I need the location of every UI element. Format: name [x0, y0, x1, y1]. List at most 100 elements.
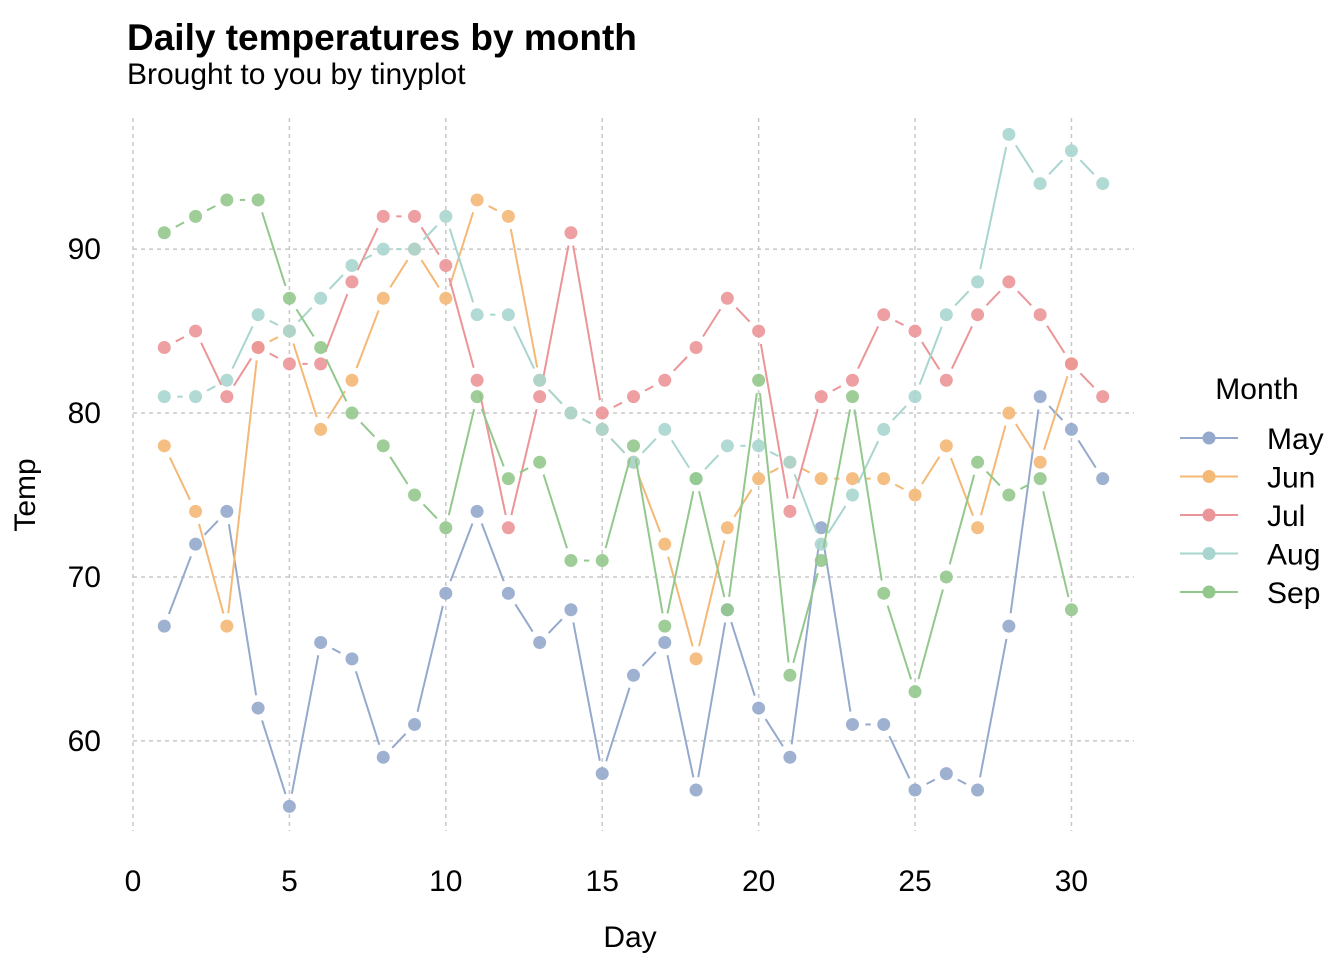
legend-marker [1202, 470, 1216, 483]
data-point [783, 455, 797, 469]
data-point [408, 209, 422, 223]
data-point [282, 291, 296, 305]
series-line-segment [857, 325, 880, 369]
data-point [877, 717, 891, 731]
data-point [845, 390, 859, 404]
series-line-segment [572, 245, 601, 401]
y-axis-ticks: 60 70 80 90 [68, 233, 101, 758]
data-point [939, 439, 953, 453]
data-point [282, 357, 296, 371]
series-line-segment [1009, 409, 1040, 614]
data-point [1064, 603, 1078, 617]
data-point [971, 783, 985, 797]
series-line-segment [290, 655, 320, 794]
data-point [1064, 422, 1078, 436]
series-line-segment [957, 778, 967, 785]
data-point [1033, 308, 1047, 322]
series-line-segment [297, 307, 313, 323]
data-point [658, 636, 672, 650]
y-tick-label: 60 [68, 725, 101, 758]
series-line-segment [231, 325, 254, 369]
y-axis-label: Temp [9, 458, 42, 531]
series-line-segment [510, 409, 538, 516]
y-tick-label: 90 [68, 233, 101, 266]
series-line-segment [513, 325, 535, 369]
series-line-segment [888, 735, 911, 779]
series-line-segment [950, 457, 974, 516]
series-line-segment [985, 470, 1001, 487]
data-point [189, 209, 203, 223]
series-line-segment [175, 221, 185, 228]
data-point [814, 472, 828, 486]
series-line-segment [422, 503, 438, 520]
series-line-segment [1077, 439, 1097, 469]
data-point [408, 488, 422, 502]
series-line-segment [354, 670, 381, 746]
data-point [439, 586, 453, 600]
data-point [533, 455, 547, 469]
data-point [189, 390, 203, 404]
series-line-segment [325, 358, 348, 402]
data-point [251, 340, 265, 354]
data-point [501, 521, 515, 535]
series-line-segment [697, 622, 727, 778]
data-point [501, 308, 515, 322]
legend-title: Month [1215, 373, 1298, 406]
legend-item-jun: Jun [1180, 462, 1315, 495]
data-point [1096, 177, 1110, 191]
data-point [658, 537, 672, 551]
x-tick-label: 15 [586, 865, 619, 898]
x-tick-label: 25 [898, 865, 931, 898]
series-line-segment [1019, 483, 1030, 490]
data-point [1064, 357, 1078, 371]
series-line-segment [827, 505, 847, 534]
series-line-segment [480, 523, 505, 582]
data-point [845, 488, 859, 502]
data-point [939, 373, 953, 387]
data-point [314, 291, 328, 305]
data-point [345, 275, 359, 289]
data-point [189, 324, 203, 338]
data-point [908, 488, 922, 502]
data-point [439, 209, 453, 223]
data-point [220, 619, 234, 633]
legend-item-aug: Aug [1180, 539, 1320, 572]
data-point [595, 422, 609, 436]
series-line-segment [363, 254, 373, 261]
series-line-segment [1079, 159, 1095, 175]
series-line-segment [666, 655, 695, 778]
data-point [470, 193, 484, 207]
data-point [439, 259, 453, 273]
series-line-segment [420, 259, 440, 288]
data-point [595, 406, 609, 420]
series-line-segment [389, 456, 409, 485]
series-line-segment [926, 778, 936, 785]
data-point [345, 406, 359, 420]
data-point [971, 275, 985, 289]
data-point [564, 406, 578, 420]
series-line-segment [167, 555, 192, 615]
series-line-segment [448, 228, 475, 303]
series-line-segment [759, 393, 790, 663]
x-tick-label: 30 [1055, 865, 1088, 898]
series-line-segment [670, 439, 690, 469]
data-point [345, 259, 359, 273]
data-point [1002, 406, 1016, 420]
series-line-segment [613, 401, 623, 408]
series-line-segment [227, 360, 258, 614]
series-line-segment [980, 425, 1007, 516]
grid [132, 118, 1134, 831]
series-line-segment [198, 523, 225, 614]
data-point [1096, 472, 1110, 486]
data-point [814, 390, 828, 404]
data-point [658, 373, 672, 387]
data-point [595, 554, 609, 568]
x-axis-label: Day [603, 921, 656, 954]
data-point [157, 619, 171, 633]
data-point [1002, 619, 1016, 633]
data-point [376, 439, 390, 453]
data-point [314, 357, 328, 371]
data-point [752, 472, 766, 486]
series-line-segment [1043, 375, 1069, 451]
